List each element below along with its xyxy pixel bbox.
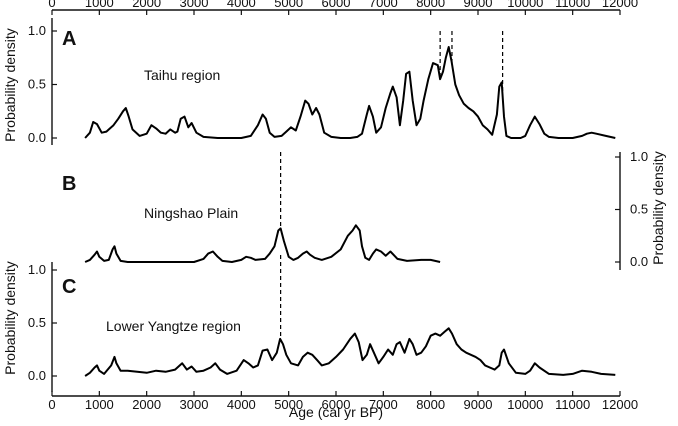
panel-b-y-tick-label: 0.0: [630, 254, 648, 269]
top-tick-label: 12000: [602, 0, 638, 10]
bottom-tick-label: 12000: [602, 397, 638, 412]
panel-c-region-label: Lower Yangtze region: [106, 318, 241, 334]
panel-c-y-axis-title: Probability density: [2, 261, 18, 375]
bottom-tick-label: 0: [48, 397, 55, 412]
panel-b-y-axis-title: Probability density: [650, 151, 666, 265]
top-tick-label: 11000: [555, 0, 590, 10]
bottom-tick-label: 6000: [322, 397, 351, 412]
panel-b-y-tick-label: 0.5: [630, 202, 648, 217]
panel-a-y-tick-label: 0.5: [28, 77, 46, 92]
series-layer: [84, 46, 616, 377]
bottom-tick-label: 4000: [227, 397, 256, 412]
panel-c-y-tick-label: 1.0: [28, 262, 46, 277]
x-axis-title: Age (cal yr BP): [289, 404, 383, 420]
panel-a-y-tick-label: 0.0: [28, 130, 46, 145]
top-tick-label: 8000: [416, 0, 445, 10]
bottom-tick-label: 7000: [369, 397, 398, 412]
top-x-ticks: 0 1000 2000 3000 4000 5000 6000 7000 8000 9000 100…: [48, 0, 638, 15]
bottom-tick-label: 9000: [464, 397, 493, 412]
panel-a-y-axis-title: Probability density: [2, 28, 18, 142]
panel-a-region-label: Taihu region: [144, 67, 220, 83]
panel-b-y-tick-label: 1.0: [630, 149, 648, 164]
bottom-tick-label: 2000: [132, 397, 161, 412]
top-tick-label: 9000: [464, 0, 493, 10]
panel-c-y-tick-label: 0.5: [28, 315, 46, 330]
panel-c-series-line: [84, 327, 616, 377]
top-tick-label: 5000: [274, 0, 303, 10]
bottom-tick-label: 1000: [85, 397, 114, 412]
top-tick-label: 3000: [180, 0, 209, 10]
y-ticks: 0.0 0.5 1.0 0.0 0.5 1.0 0.0 0.5 1.0: [28, 23, 648, 383]
top-tick-label: 2000: [132, 0, 161, 10]
top-tick-label: 1000: [85, 0, 114, 10]
top-tick-label: 4000: [227, 0, 256, 10]
panel-b-region-label: Ningshao Plain: [144, 205, 238, 221]
plot-frame: [51, 9, 621, 397]
bottom-tick-label: 11000: [555, 397, 590, 412]
top-tick-label: 0: [48, 0, 55, 10]
top-tick-label: 6000: [322, 0, 351, 10]
panel-c-y-tick-label: 0.0: [28, 368, 46, 383]
bottom-x-ticks: 0 1000 2000 3000 4000 5000 6000 7000 8000 9000 100…: [48, 391, 638, 412]
panel-c-letter: C: [62, 276, 76, 298]
top-tick-label: 10000: [507, 0, 543, 10]
bottom-tick-label: 10000: [507, 397, 543, 412]
panel-b-letter: B: [62, 173, 76, 195]
panel-a-letter: A: [62, 28, 76, 50]
top-tick-label: 7000: [369, 0, 398, 10]
panel-a-y-tick-label: 1.0: [28, 23, 46, 38]
panel-b-series-line: [84, 224, 441, 263]
bottom-tick-label: 3000: [180, 397, 209, 412]
bottom-tick-label: 5000: [274, 397, 303, 412]
panel-a-series-line: [84, 46, 616, 139]
dashed-markers: [280, 31, 504, 340]
bottom-tick-label: 8000: [416, 397, 445, 412]
panel-labels: Probability density A Taihu region Probabil…: [2, 28, 666, 375]
